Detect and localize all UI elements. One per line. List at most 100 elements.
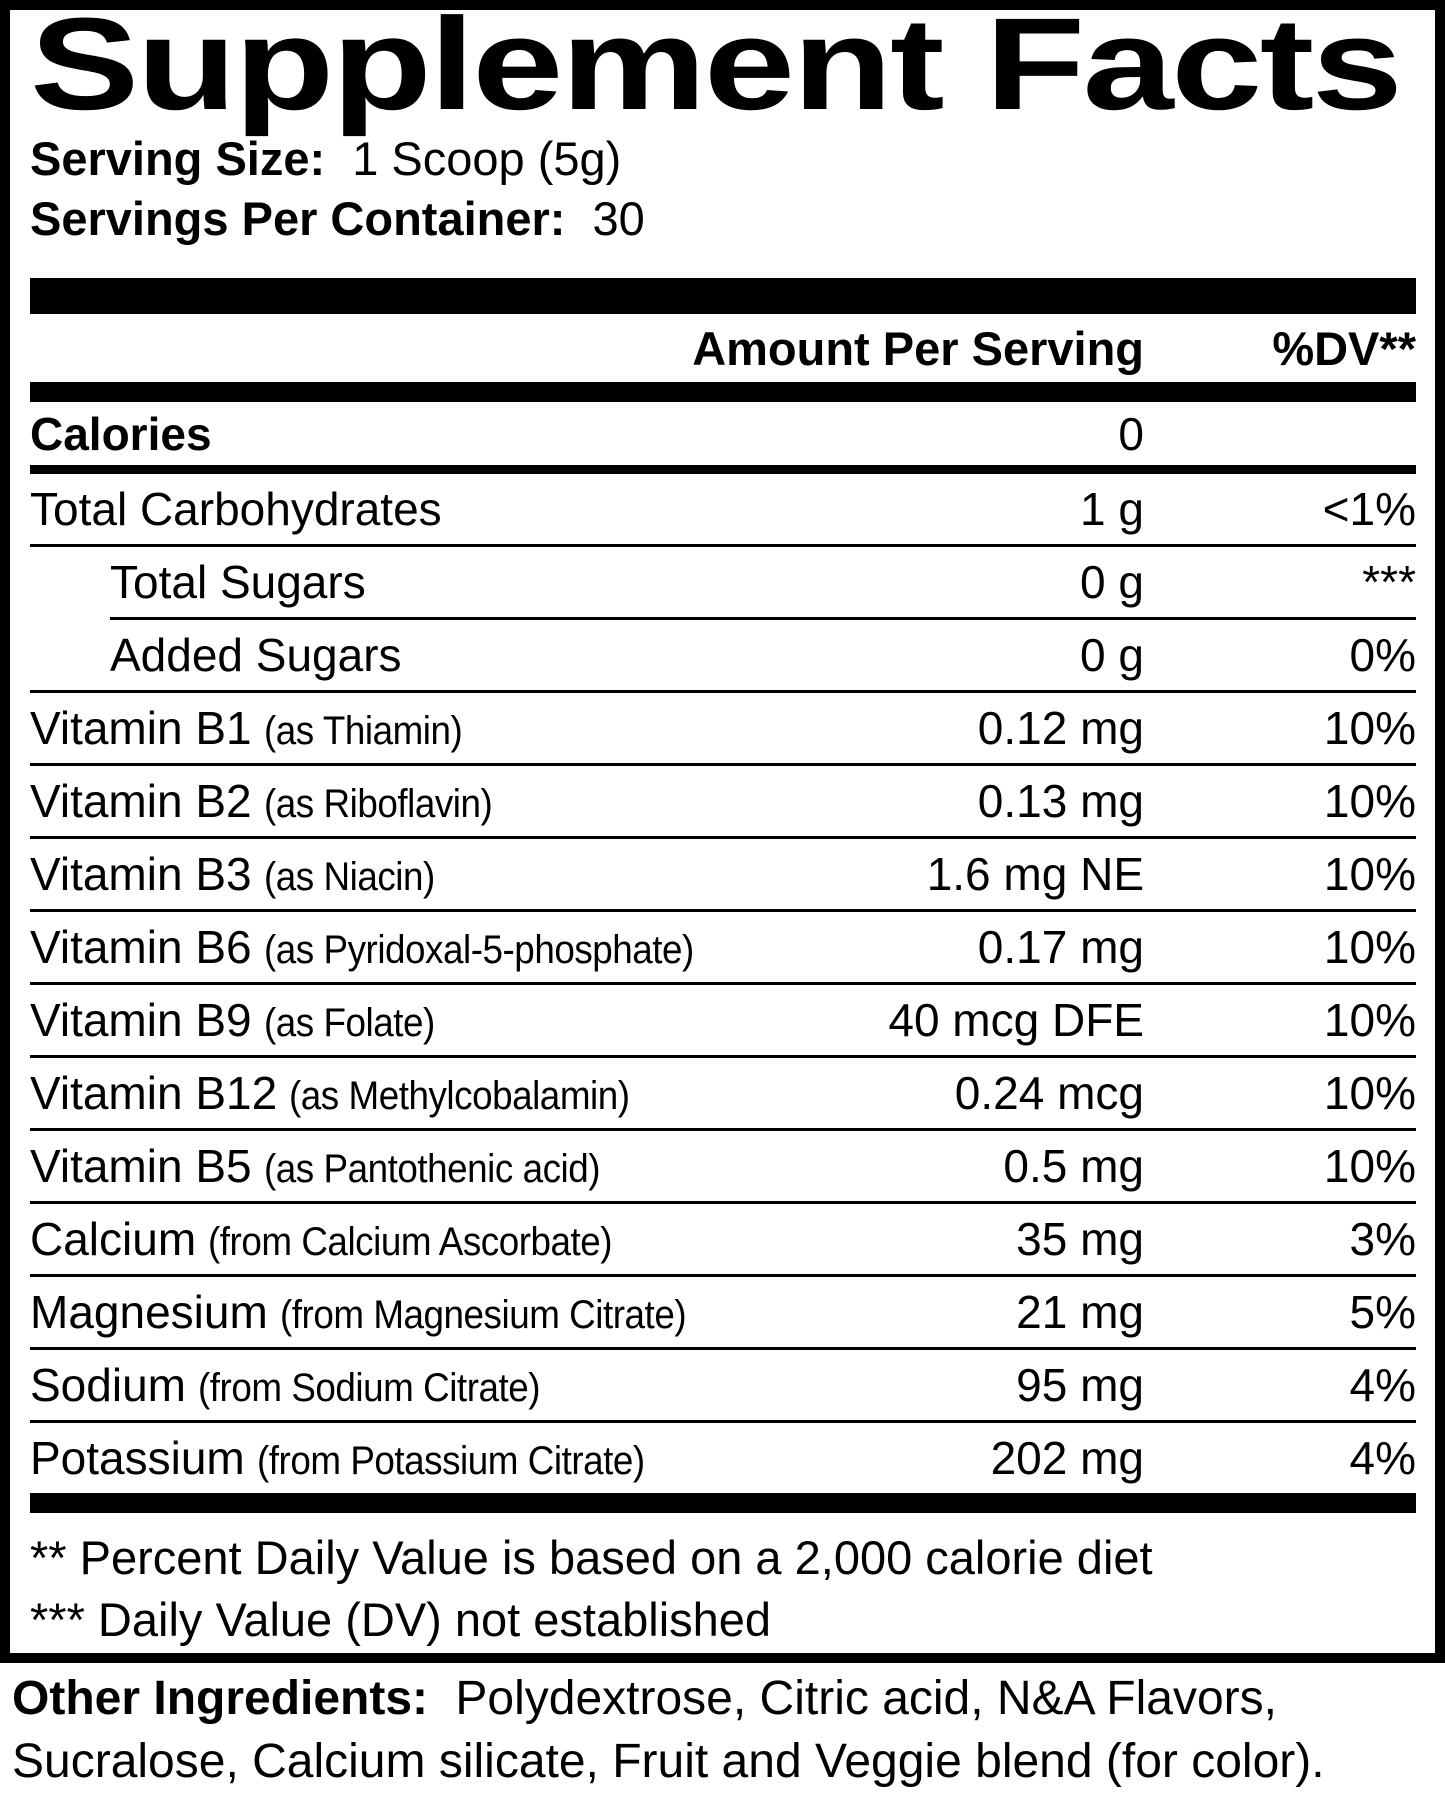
nutrient-name: Vitamin B2 — [30, 775, 252, 827]
nutrient-dv: 10% — [1323, 702, 1416, 754]
nutrient-name: Sodium — [30, 1359, 186, 1411]
panel-title: Supplement Facts — [30, 0, 1403, 137]
nutrient-note: (as Methylcobalamin) — [289, 1074, 630, 1118]
nutrient-amount: 0.5 mg — [1003, 1140, 1144, 1192]
nutrient-dv: 4% — [1349, 1359, 1416, 1411]
nutrient-name: Total Sugars — [110, 556, 366, 608]
nutrient-dv: 10% — [1323, 775, 1416, 827]
nutrient-name: Total Carbohydrates — [30, 483, 442, 535]
nutrient-amount: 0 g — [1080, 556, 1144, 608]
nutrient-name: Vitamin B3 — [30, 848, 252, 900]
nutrient-name: Vitamin B12 — [30, 1067, 278, 1119]
nutrient-row-vitamin-b3: Vitamin B3 (as Niacin) 1.6 mg NE 10% — [30, 839, 1416, 909]
row-divider — [30, 1347, 1416, 1350]
nutrient-row-total-carbohydrates: Total Carbohydrates 1 g <1% — [30, 474, 1416, 544]
nutrient-amount: 0.17 mg — [977, 921, 1144, 973]
row-divider — [30, 690, 1416, 693]
nutrient-amount: 1.6 mg NE — [926, 848, 1144, 900]
divider-heavy — [30, 465, 1416, 474]
serving-size-row: Serving Size: 1 Scoop (5g) — [30, 129, 1416, 189]
nutrient-note: (as Folate) — [263, 1001, 435, 1045]
nutrient-amount: 0 — [1118, 407, 1144, 460]
nutrient-dv: 10% — [1323, 1067, 1416, 1119]
nutrient-dv: 10% — [1323, 848, 1416, 900]
nutrient-dv: 3% — [1349, 1213, 1416, 1265]
nutrient-amount: 95 mg — [1016, 1359, 1144, 1411]
nutrient-row-sodium: Sodium (from Sodium Citrate) 95 mg 4% — [30, 1350, 1416, 1420]
nutrient-name: Magnesium — [30, 1286, 268, 1338]
nutrient-amount: 0 g — [1080, 629, 1144, 681]
nutrient-row-vitamin-b5: Vitamin B5 (as Pantothenic acid) 0.5 mg 1… — [30, 1131, 1416, 1201]
servings-per-container-value: 30 — [592, 192, 645, 245]
nutrient-row-vitamin-b12: Vitamin B12 (as Methylcobalamin) 0.24 mcg… — [30, 1058, 1416, 1128]
nutrient-amount: 0.13 mg — [977, 775, 1144, 827]
nutrient-dv: 10% — [1323, 994, 1416, 1046]
nutrient-amount: 0.24 mcg — [954, 1067, 1144, 1119]
row-divider — [30, 1055, 1416, 1058]
row-divider — [30, 1201, 1416, 1204]
nutrient-amount: 0.12 mg — [977, 702, 1144, 754]
nutrient-row-vitamin-b2: Vitamin B2 (as Riboflavin) 0.13 mg 10% — [30, 766, 1416, 836]
nutrient-row-magnesium: Magnesium (from Magnesium Citrate) 21 mg … — [30, 1277, 1416, 1347]
other-ingredients-label: Other Ingredients: — [12, 1672, 429, 1725]
nutrient-note: (as Pyridoxal-5-phosphate) — [263, 928, 694, 972]
nutrient-name: Vitamin B1 — [30, 702, 252, 754]
nutrient-name: Vitamin B9 — [30, 994, 252, 1046]
row-divider — [30, 544, 1416, 547]
other-ingredients-line2: Sucralose, Calcium silicate, Fruit and V… — [12, 1735, 1325, 1788]
dv-column-header: %DV** — [1272, 321, 1416, 375]
nutrient-amount: 40 mcg DFE — [888, 994, 1144, 1046]
nutrient-row-calcium: Calcium (from Calcium Ascorbate) 35 mg 3% — [30, 1204, 1416, 1274]
nutrient-name: Added Sugars — [110, 629, 402, 681]
column-header-row: Amount Per Serving %DV** — [30, 314, 1416, 382]
nutrient-dv: 10% — [1323, 921, 1416, 973]
nutrient-amount: 1 g — [1080, 483, 1144, 535]
nutrient-amount: 35 mg — [1016, 1213, 1144, 1265]
servings-per-container-label: Servings Per Container: — [30, 192, 566, 245]
nutrient-dv: 4% — [1349, 1432, 1416, 1484]
nutrient-name: Calcium — [30, 1213, 197, 1265]
nutrient-row-added-sugars: Added Sugars 0 g 0% — [30, 620, 1416, 690]
nutrient-name: Calories — [30, 407, 212, 460]
nutrient-note: (as Riboflavin) — [263, 782, 493, 826]
servings-per-container-row: Servings Per Container: 30 — [30, 189, 1416, 249]
divider-medium — [30, 382, 1416, 402]
nutrient-dv: 10% — [1323, 1140, 1416, 1192]
row-divider — [30, 982, 1416, 985]
serving-size-value: 1 Scoop (5g) — [352, 132, 622, 185]
nutrient-dv: 5% — [1349, 1286, 1416, 1338]
divider-thick — [30, 278, 1416, 314]
nutrient-note: (from Magnesium Citrate) — [279, 1293, 687, 1337]
footnote-dv-basis: ** Percent Daily Value is based on a 2,0… — [30, 1531, 1153, 1584]
nutrient-dv: <1% — [1322, 483, 1416, 535]
nutrient-row-vitamin-b1: Vitamin B1 (as Thiamin) 0.12 mg 10% — [30, 693, 1416, 763]
nutrient-row-calories: Calories 0 — [30, 402, 1416, 465]
nutrient-note: (from Calcium Ascorbate) — [208, 1220, 613, 1264]
divider-medium — [30, 1493, 1416, 1513]
row-divider — [30, 763, 1416, 766]
nutrient-note: (from Sodium Citrate) — [197, 1366, 541, 1410]
row-divider — [30, 1128, 1416, 1131]
nutrient-row-vitamin-b6: Vitamin B6 (as Pyridoxal-5-phosphate) 0.1… — [30, 912, 1416, 982]
nutrient-name: Vitamin B6 — [30, 921, 252, 973]
row-divider-indented — [110, 617, 1416, 620]
other-ingredients-line1: Polydextrose, Citric acid, N&A Flavors, — [455, 1672, 1277, 1725]
supplement-facts-panel: Supplement Facts Serving Size: 1 Scoop (… — [0, 0, 1445, 1663]
nutrient-note: (as Pantothenic acid) — [263, 1147, 601, 1191]
row-divider — [30, 836, 1416, 839]
nutrient-dv: *** — [1362, 556, 1416, 608]
nutrient-amount: 202 mg — [990, 1432, 1144, 1484]
nutrient-row-vitamin-b9: Vitamin B9 (as Folate) 40 mcg DFE 10% — [30, 985, 1416, 1055]
nutrient-note: (as Thiamin) — [263, 709, 463, 753]
nutrient-name: Vitamin B5 — [30, 1140, 252, 1192]
nutrient-row-total-sugars: Total Sugars 0 g *** — [30, 547, 1416, 617]
nutrient-amount: 21 mg — [1016, 1286, 1144, 1338]
row-divider — [30, 1274, 1416, 1277]
row-divider — [30, 909, 1416, 912]
footnote-dv-not-established: *** Daily Value (DV) not established — [30, 1593, 772, 1646]
nutrient-name: Potassium — [30, 1432, 245, 1484]
amount-column-header: Amount Per Serving — [692, 321, 1144, 375]
other-ingredients-paragraph: Other Ingredients: Polydextrose, Citric … — [12, 1667, 1440, 1793]
nutrient-note: (as Niacin) — [263, 855, 435, 899]
nutrient-dv: 0% — [1349, 629, 1416, 681]
